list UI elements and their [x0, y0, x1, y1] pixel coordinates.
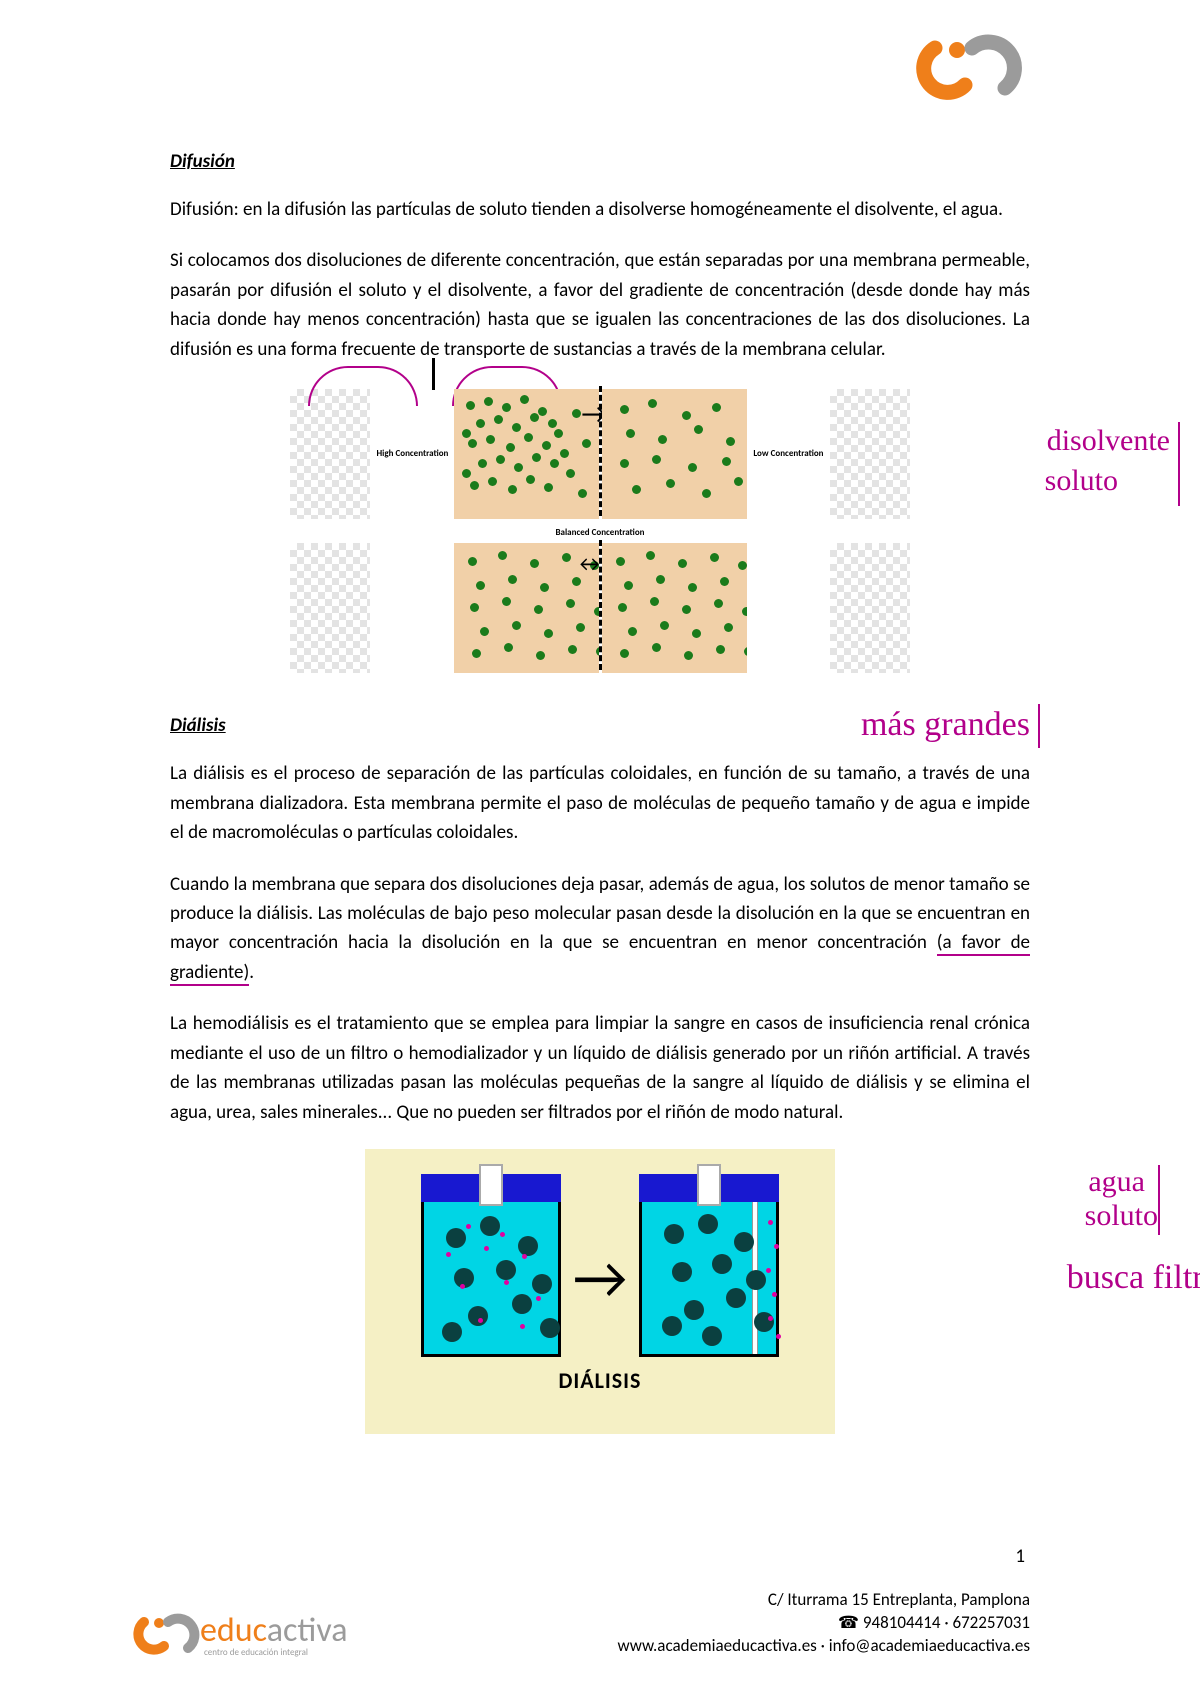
handwriting-busca: busca filtrar [1067, 1259, 1200, 1297]
label-high-conc: High Concentration [370, 448, 454, 459]
para-dif-1: Difusión: en la difusión las partículas … [170, 195, 1030, 224]
footer-contact: C/ Iturrama 15 Entreplanta, Pamplona ☎ 9… [618, 1589, 1030, 1658]
page-number: 1 [1015, 1545, 1025, 1568]
diff-bot-right [602, 543, 747, 673]
diff-top-left [454, 389, 599, 519]
diffusion-diagram: High Concentration → Low Concentration B… [170, 386, 1030, 686]
document-page: Difusión Difusión: en la difusión las pa… [0, 0, 1200, 1476]
handwriting-mas-grandes: más grandes [861, 706, 1030, 744]
handwriting-agua: agua [1088, 1165, 1145, 1199]
label-balanced: Balanced Concentration [290, 527, 909, 538]
dial-tube-left [421, 1202, 561, 1357]
label-low-conc: Low Concentration [747, 448, 829, 459]
para-dia-2: Cuando la membrana que separa dos disolu… [170, 870, 1030, 988]
footer-logo: educactiva centro de educación integral [130, 1610, 348, 1658]
para-dif-2: Si colocamos dos disoluciones de diferen… [170, 246, 1030, 364]
dial-tube-right [639, 1202, 779, 1357]
header-logo [910, 30, 1030, 105]
page-footer: educactiva centro de educación integral … [130, 1589, 1030, 1658]
arrow-icon: → [573, 1249, 627, 1309]
handwriting-soluto: soluto [1045, 464, 1118, 498]
handwriting-disolvente: disolvente [1047, 424, 1170, 458]
dialysis-diagram: → DIÁLISIS agua soluto busca filtrar [170, 1149, 1030, 1434]
handwriting-soluto2: soluto [1085, 1199, 1158, 1233]
diff-top-right [602, 389, 747, 519]
dialysis-title: DIÁLISIS [559, 1367, 642, 1394]
para-dia-3: La hemodiálisis es el tratamiento que se… [170, 1009, 1030, 1127]
para-dia-1: La diálisis es el proceso de separación … [170, 759, 1030, 847]
heading-difusion: Difusión [170, 150, 1030, 173]
